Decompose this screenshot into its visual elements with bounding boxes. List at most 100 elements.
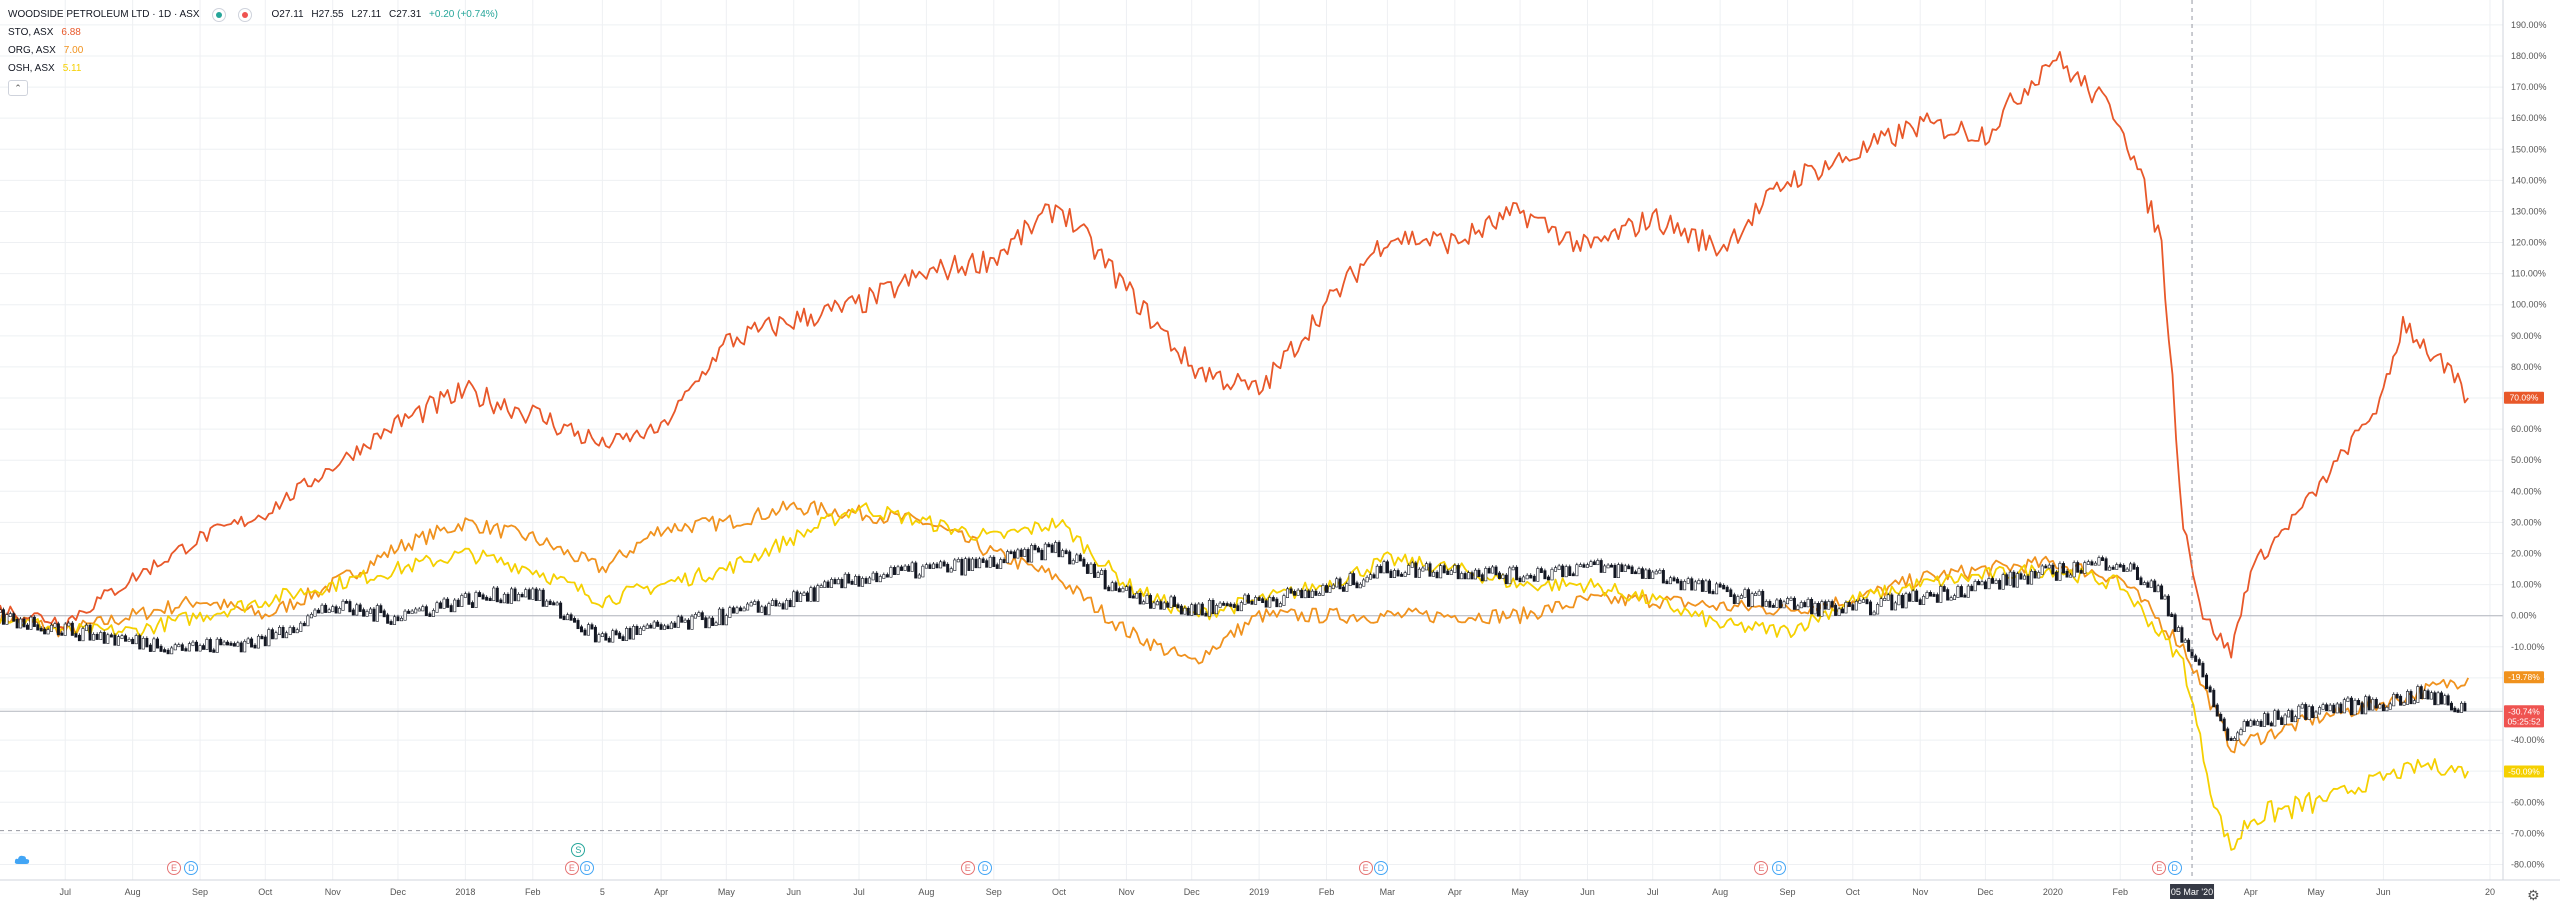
- last-value-label: 05:25:52: [2507, 716, 2540, 726]
- x-tick-label: 2020: [2043, 887, 2063, 897]
- main-symbol-row[interactable]: WOODSIDE PETROLEUM LTD · 1D · ASX O27.11…: [8, 6, 503, 24]
- compare-symbol[interactable]: STO, ASX: [8, 27, 54, 38]
- candle-body: [1647, 569, 1651, 580]
- earnings-event-icon[interactable]: E: [166, 861, 181, 875]
- candle-body: [1504, 574, 1508, 585]
- candle-body: [138, 635, 142, 650]
- candle-body: [1424, 563, 1428, 571]
- earnings-event-icon[interactable]: E: [960, 861, 975, 875]
- candle-body: [56, 623, 60, 636]
- candle-body: [2374, 699, 2378, 709]
- candle-body: [548, 600, 552, 605]
- data-window-icon[interactable]: [237, 8, 252, 22]
- visibility-toggle-icon[interactable]: [211, 8, 226, 22]
- candle-body: [2419, 686, 2423, 700]
- candle-body: [1321, 585, 1325, 596]
- candle-body: [1186, 607, 1190, 616]
- y-tick-label: 140.00%: [2511, 175, 2547, 185]
- gear-icon[interactable]: ⚙: [2527, 887, 2540, 903]
- candle-body: [690, 615, 694, 630]
- dividend-event-icon[interactable]: D: [1373, 861, 1388, 875]
- candle-body: [467, 593, 471, 605]
- candle-body: [292, 627, 296, 634]
- candle-body: [1610, 564, 1614, 568]
- candle-body: [386, 614, 390, 624]
- candle-body: [1463, 573, 1467, 580]
- dividend-event-icon[interactable]: D: [2167, 861, 2182, 875]
- candle-body: [2381, 704, 2385, 712]
- dividend-event-icon[interactable]: D: [184, 861, 199, 875]
- candle-body: [805, 592, 809, 602]
- candle-body: [1285, 588, 1289, 598]
- compare-row-org[interactable]: ORG, ASX 7.00: [8, 42, 503, 60]
- candle-body: [559, 602, 563, 619]
- candle-body: [1345, 583, 1349, 592]
- candle-body: [1792, 597, 1796, 610]
- open-value: O27.11: [271, 9, 304, 20]
- candle-body: [243, 640, 247, 653]
- candle-body: [428, 613, 432, 617]
- candle-body: [1355, 582, 1359, 589]
- candle-body: [552, 602, 556, 606]
- split-event-icon[interactable]: S: [571, 843, 586, 857]
- candle-body: [1789, 597, 1793, 601]
- compare-symbol[interactable]: OSH, ASX: [8, 63, 55, 74]
- earnings-event-icon[interactable]: E: [2152, 861, 2167, 875]
- dividend-event-icon[interactable]: D: [580, 861, 595, 875]
- candle-body: [1257, 597, 1261, 601]
- candle-body: [978, 558, 982, 569]
- time-axis[interactable]: Jul Aug Sep Oct Nov Dec 2018 Feb 5 Apr May Jun Jul Au…: [0, 879, 2560, 897]
- candle-body: [1403, 572, 1407, 577]
- dividend-event-icon[interactable]: D: [978, 861, 993, 875]
- candle-body: [892, 567, 896, 575]
- candle-body: [1335, 578, 1339, 588]
- candle-body: [597, 634, 601, 643]
- candle-body: [1865, 599, 1869, 605]
- candle-body: [1365, 576, 1369, 583]
- candle-body: [2429, 692, 2433, 700]
- candle-body: [1155, 601, 1159, 606]
- main-symbol-title[interactable]: WOODSIDE PETROLEUM LTD · 1D · ASX: [8, 9, 200, 20]
- dividend-event-icon[interactable]: D: [1771, 861, 1786, 875]
- candle-body: [1121, 588, 1125, 593]
- candle-body: [2170, 613, 2174, 618]
- candle-body: [70, 622, 74, 636]
- candle-body: [2108, 566, 2112, 571]
- candle-body: [81, 628, 85, 642]
- candle-body: [2311, 706, 2315, 719]
- candle-body: [2273, 710, 2277, 727]
- candle-body: [669, 622, 673, 630]
- candle-body: [2026, 575, 2030, 585]
- candle-body: [1197, 603, 1201, 616]
- candle-body: [728, 607, 732, 618]
- cloud-icon[interactable]: [14, 855, 30, 865]
- compare-row-osh[interactable]: OSH, ASX 5.11: [8, 60, 503, 78]
- candle-body: [1508, 567, 1512, 585]
- compare-row-sto[interactable]: STO, ASX 6.88: [8, 24, 503, 42]
- candle-body: [693, 613, 697, 619]
- earnings-event-icon[interactable]: E: [1358, 861, 1373, 875]
- price-axis[interactable]: 190.00% 180.00% 170.00% 160.00% 150.00% 140.0…: [2502, 0, 2560, 905]
- candle-body: [365, 611, 369, 617]
- x-tick-label: Nov: [1118, 887, 1135, 897]
- candle-body: [2093, 562, 2097, 566]
- earnings-event-icon[interactable]: E: [1754, 861, 1769, 875]
- candle-body: [1775, 599, 1779, 608]
- candle-body: [621, 636, 625, 641]
- earnings-event-icon[interactable]: E: [564, 861, 579, 875]
- candle-body: [724, 615, 728, 626]
- candle-body: [1764, 601, 1768, 607]
- candle-body: [439, 602, 443, 609]
- candle-body: [819, 585, 823, 588]
- candle-body: [687, 619, 691, 630]
- y-tick-label: 40.00%: [2511, 486, 2542, 496]
- candle-body: [2392, 693, 2396, 707]
- compare-symbol[interactable]: ORG, ASX: [8, 45, 56, 56]
- candle-body: [1250, 601, 1254, 605]
- candle-body: [1747, 589, 1751, 607]
- candle-body: [2283, 714, 2287, 725]
- collapse-legend-button[interactable]: ⌃: [8, 80, 28, 96]
- candle-body: [253, 644, 257, 649]
